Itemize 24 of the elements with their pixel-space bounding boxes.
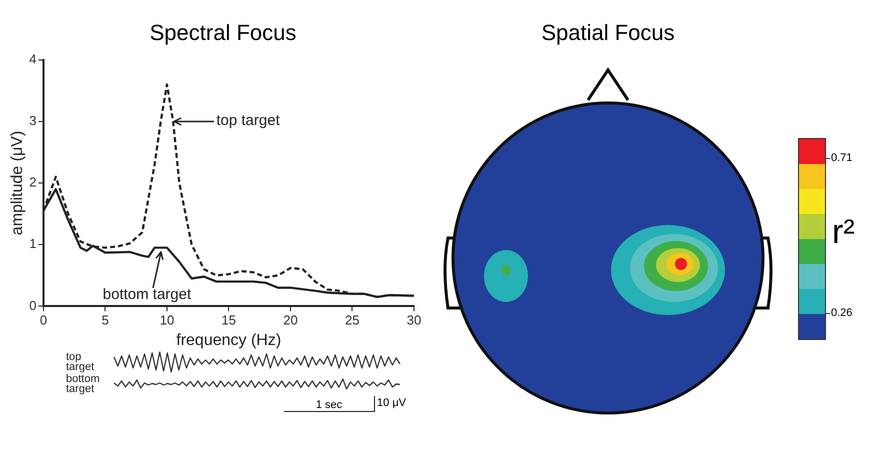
y-tick-label: 2 xyxy=(29,174,36,190)
scale-bar: 10 μV xyxy=(374,396,406,412)
x-tick-label: 20 xyxy=(283,312,298,328)
x-tick-label: 10 xyxy=(160,312,174,328)
chart-title: Spectral Focus xyxy=(148,19,298,47)
y-axis-title: amplitude (μV) xyxy=(9,130,26,236)
scale-bar: 1 sec xyxy=(284,399,374,412)
x-tick-label: 0 xyxy=(40,312,48,328)
text: 0.26 xyxy=(830,306,852,320)
y-tick-label: 0 xyxy=(29,298,36,313)
y-tick-label: 3 xyxy=(29,112,36,128)
x-tick-label: 25 xyxy=(345,312,360,328)
color-bar-title: r² xyxy=(832,213,855,252)
x-tick-label: 5 xyxy=(102,312,109,328)
series-label: bottom target xyxy=(66,373,101,395)
annotation: top target xyxy=(216,112,280,130)
x-axis-title: frequency (Hz) xyxy=(176,332,282,349)
annotation: bottom target xyxy=(102,286,192,303)
y-tick-label: 4 xyxy=(29,51,36,66)
y-tick-label: 1 xyxy=(29,236,36,252)
x-tick-label: 30 xyxy=(406,312,422,328)
x-tick-label: 15 xyxy=(221,312,236,328)
text: Spatial Focus xyxy=(540,19,676,46)
text: 0.71 xyxy=(830,151,852,165)
